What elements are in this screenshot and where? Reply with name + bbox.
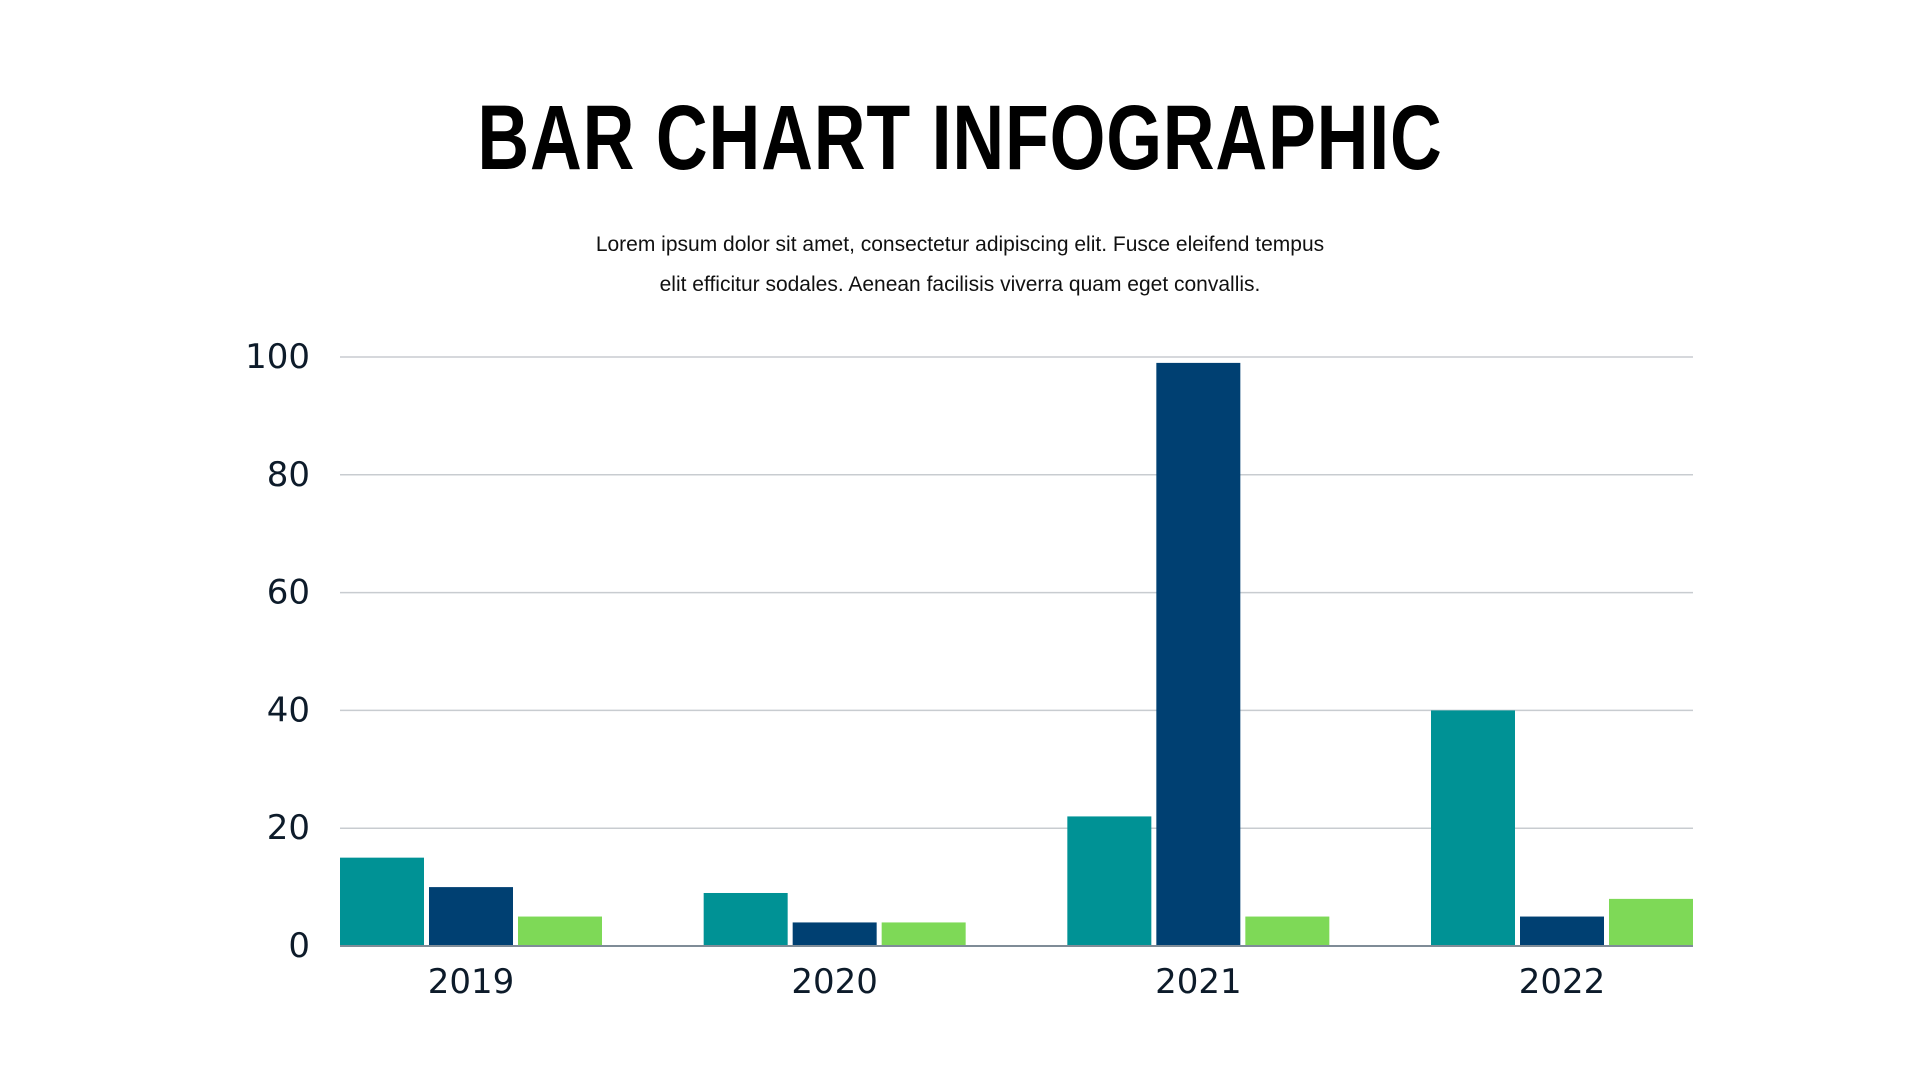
y-tick-label: 40 [267, 690, 310, 730]
x-tick-label: 2020 [791, 962, 878, 1002]
bar [1245, 916, 1330, 946]
bar [1156, 362, 1241, 946]
x-tick-label: 2021 [1155, 962, 1242, 1002]
bar [340, 857, 424, 946]
subtitle-line-2: elit efficitur sodales. Aenean facilisis… [659, 273, 1261, 296]
bar [1067, 816, 1152, 946]
y-tick-label: 80 [267, 455, 310, 495]
y-tick-label: 100 [245, 337, 310, 377]
bar [792, 922, 877, 946]
bar [881, 922, 966, 946]
y-tick-label: 0 [288, 926, 310, 966]
chart-title: BAR CHART INFOGRAPHIC [477, 87, 1443, 189]
bar [1431, 710, 1515, 946]
x-tick-label: 2019 [428, 962, 515, 1002]
bar [1609, 898, 1693, 946]
bar [429, 887, 513, 946]
chart-subtitle: Lorem ipsum dolor sit amet, consectetur … [460, 225, 1460, 305]
bar [518, 916, 602, 946]
x-tick-label: 2022 [1519, 962, 1606, 1002]
y-tick-label: 20 [267, 808, 310, 848]
bar [703, 892, 788, 946]
subtitle-line-1: Lorem ipsum dolor sit amet, consectetur … [595, 233, 1325, 256]
y-tick-label: 60 [267, 573, 310, 613]
bar [1520, 916, 1604, 946]
